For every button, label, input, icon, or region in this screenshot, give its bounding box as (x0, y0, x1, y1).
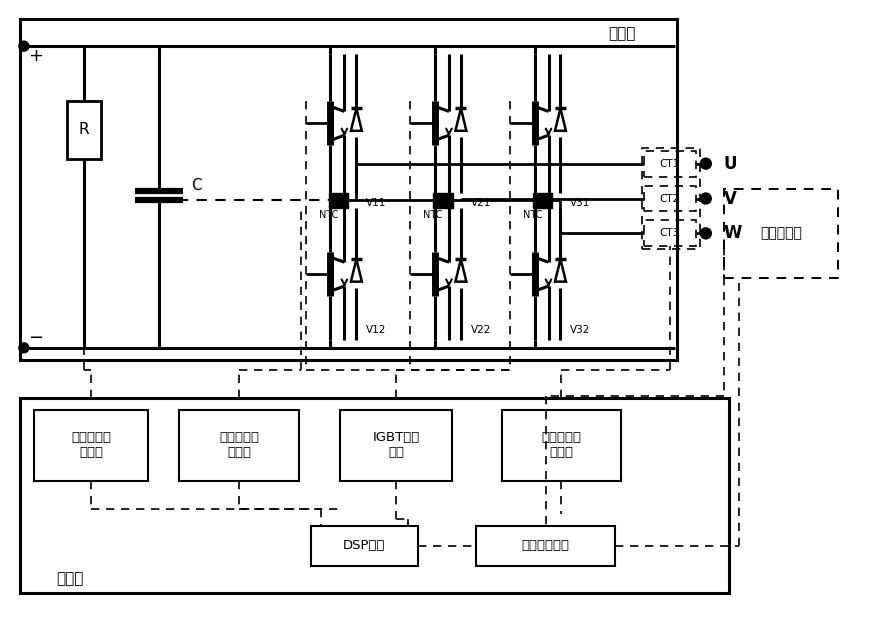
Text: U: U (723, 155, 737, 173)
Circle shape (700, 158, 711, 169)
Text: V22: V22 (471, 325, 491, 335)
Text: NTC: NTC (523, 210, 542, 220)
Text: 直流高压检
测电路: 直流高压检 测电路 (71, 432, 111, 460)
Bar (642, 148, 700, 249)
Text: NTC: NTC (423, 210, 443, 220)
Polygon shape (456, 259, 466, 282)
Polygon shape (555, 259, 566, 282)
Circle shape (18, 41, 29, 51)
Polygon shape (456, 108, 466, 131)
Text: CT3: CT3 (660, 228, 680, 238)
Bar (301, 48, 375, 346)
Text: CT1: CT1 (660, 159, 680, 169)
Bar (644, 220, 696, 246)
Bar (311, 526, 418, 566)
Bar (341, 409, 452, 481)
Bar (476, 526, 615, 566)
Text: 旋转变压器: 旋转变压器 (760, 226, 802, 240)
Polygon shape (351, 108, 362, 131)
Bar (644, 185, 696, 211)
Circle shape (700, 193, 711, 204)
Text: C: C (191, 178, 202, 193)
Text: V12: V12 (366, 325, 386, 335)
Bar (67, 101, 100, 159)
Bar (20, 19, 677, 360)
Bar (505, 48, 579, 346)
Bar (180, 409, 298, 481)
Bar (723, 188, 839, 278)
Text: W: W (723, 225, 742, 243)
Text: 主电路: 主电路 (608, 26, 636, 41)
Text: V21: V21 (471, 198, 491, 208)
Text: DSP芯片: DSP芯片 (343, 539, 385, 552)
Bar (405, 48, 480, 346)
Text: V: V (723, 190, 737, 208)
Bar (328, 193, 348, 208)
Text: V32: V32 (570, 325, 590, 335)
Text: IGBT驱动
电路: IGBT驱动 电路 (372, 432, 420, 460)
Bar (33, 409, 149, 481)
Circle shape (18, 343, 29, 353)
Text: +: + (28, 47, 43, 65)
Text: −: − (28, 329, 43, 347)
Bar (502, 409, 621, 481)
Text: R: R (78, 123, 89, 137)
Text: V31: V31 (570, 198, 590, 208)
Bar (20, 397, 729, 593)
Text: NTC: NTC (319, 210, 338, 220)
Text: 三相电流检
测电路: 三相电流检 测电路 (541, 432, 582, 460)
Text: V11: V11 (366, 198, 386, 208)
Polygon shape (555, 108, 566, 131)
Text: 模块温度检
测电路: 模块温度检 测电路 (219, 432, 259, 460)
Bar (433, 193, 453, 208)
Polygon shape (351, 259, 362, 282)
Circle shape (700, 228, 711, 239)
Bar (532, 193, 553, 208)
Text: 电路板: 电路板 (56, 571, 84, 587)
Text: CT2: CT2 (660, 193, 680, 203)
Bar (644, 151, 696, 177)
Text: 速度检测电路: 速度检测电路 (522, 539, 569, 552)
